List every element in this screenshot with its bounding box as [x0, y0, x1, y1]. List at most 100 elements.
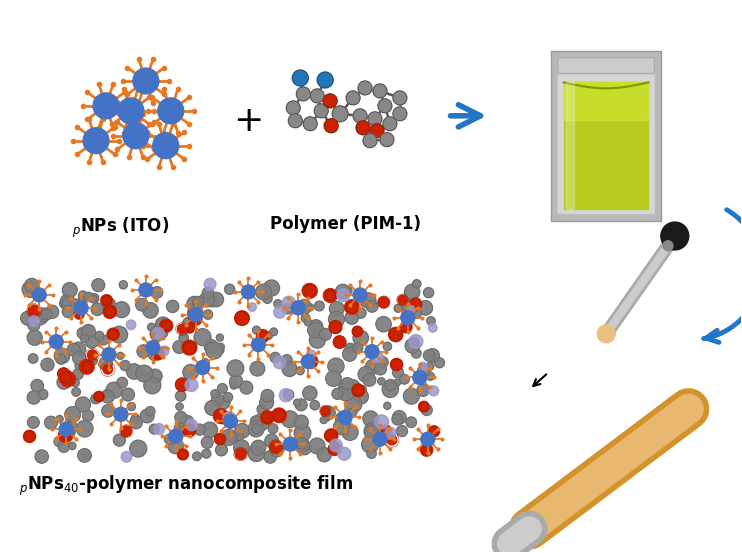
- Circle shape: [59, 370, 73, 385]
- Circle shape: [335, 284, 350, 299]
- Circle shape: [235, 448, 246, 460]
- Circle shape: [156, 317, 171, 332]
- Circle shape: [24, 278, 39, 293]
- Bar: [564, 82, 649, 121]
- Circle shape: [82, 410, 93, 421]
- Circle shape: [333, 336, 346, 348]
- Circle shape: [324, 119, 338, 133]
- Circle shape: [58, 368, 70, 380]
- Circle shape: [302, 284, 316, 298]
- Circle shape: [141, 285, 151, 295]
- Circle shape: [249, 446, 264, 462]
- Circle shape: [280, 389, 292, 402]
- Circle shape: [76, 397, 91, 412]
- Circle shape: [306, 304, 314, 311]
- Circle shape: [383, 117, 397, 131]
- Circle shape: [260, 395, 274, 409]
- Circle shape: [203, 287, 214, 299]
- Circle shape: [123, 123, 149, 149]
- Circle shape: [335, 413, 347, 425]
- Circle shape: [204, 340, 218, 353]
- Circle shape: [332, 106, 348, 122]
- Circle shape: [21, 311, 34, 325]
- Circle shape: [102, 298, 115, 311]
- Circle shape: [260, 411, 274, 424]
- Circle shape: [248, 421, 264, 437]
- Circle shape: [220, 429, 237, 445]
- Circle shape: [106, 382, 122, 398]
- Bar: [564, 82, 649, 209]
- Circle shape: [295, 399, 307, 411]
- Circle shape: [426, 348, 439, 362]
- Circle shape: [32, 288, 46, 302]
- Circle shape: [380, 133, 394, 147]
- Circle shape: [71, 299, 80, 309]
- Circle shape: [61, 372, 76, 387]
- Circle shape: [250, 361, 265, 376]
- Circle shape: [321, 406, 330, 415]
- Circle shape: [85, 325, 93, 334]
- Circle shape: [303, 386, 317, 400]
- Text: +: +: [233, 104, 263, 138]
- Circle shape: [361, 300, 369, 307]
- Circle shape: [406, 417, 416, 427]
- Circle shape: [345, 343, 355, 354]
- Circle shape: [45, 305, 59, 319]
- Circle shape: [36, 308, 50, 322]
- Circle shape: [85, 334, 99, 348]
- Circle shape: [252, 414, 269, 431]
- Circle shape: [28, 305, 40, 317]
- Circle shape: [296, 87, 310, 101]
- Circle shape: [183, 424, 196, 437]
- Circle shape: [102, 390, 114, 403]
- Circle shape: [270, 352, 280, 363]
- Circle shape: [413, 371, 427, 384]
- Circle shape: [405, 338, 420, 353]
- FancyBboxPatch shape: [551, 51, 661, 221]
- Circle shape: [272, 408, 286, 422]
- Circle shape: [29, 316, 39, 326]
- Circle shape: [265, 434, 278, 448]
- Circle shape: [211, 390, 219, 398]
- Circle shape: [153, 133, 179, 159]
- Circle shape: [74, 301, 88, 315]
- Circle shape: [75, 310, 84, 319]
- Circle shape: [56, 415, 63, 422]
- Circle shape: [140, 409, 154, 423]
- Circle shape: [346, 91, 360, 105]
- Circle shape: [204, 278, 216, 290]
- Circle shape: [62, 296, 75, 310]
- Circle shape: [282, 362, 297, 377]
- Circle shape: [214, 409, 229, 424]
- Circle shape: [337, 289, 349, 301]
- Circle shape: [370, 124, 384, 138]
- Circle shape: [200, 292, 214, 307]
- Circle shape: [79, 359, 94, 374]
- Circle shape: [319, 328, 332, 340]
- Circle shape: [176, 391, 186, 401]
- Circle shape: [286, 101, 301, 115]
- Circle shape: [220, 412, 232, 425]
- Circle shape: [234, 424, 249, 438]
- Circle shape: [303, 354, 318, 368]
- Circle shape: [41, 309, 52, 320]
- Circle shape: [185, 324, 194, 333]
- Circle shape: [421, 444, 433, 456]
- Circle shape: [136, 365, 153, 382]
- Circle shape: [294, 425, 311, 441]
- Circle shape: [73, 369, 83, 379]
- Circle shape: [202, 449, 211, 458]
- Circle shape: [288, 438, 300, 450]
- Circle shape: [31, 379, 44, 392]
- Circle shape: [296, 367, 304, 375]
- Circle shape: [324, 289, 337, 302]
- Circle shape: [160, 346, 169, 356]
- Circle shape: [264, 451, 276, 463]
- Circle shape: [102, 405, 114, 417]
- Circle shape: [93, 392, 104, 402]
- Circle shape: [103, 390, 111, 397]
- Circle shape: [79, 294, 87, 302]
- Circle shape: [365, 345, 379, 358]
- Circle shape: [309, 320, 323, 333]
- Circle shape: [323, 414, 330, 421]
